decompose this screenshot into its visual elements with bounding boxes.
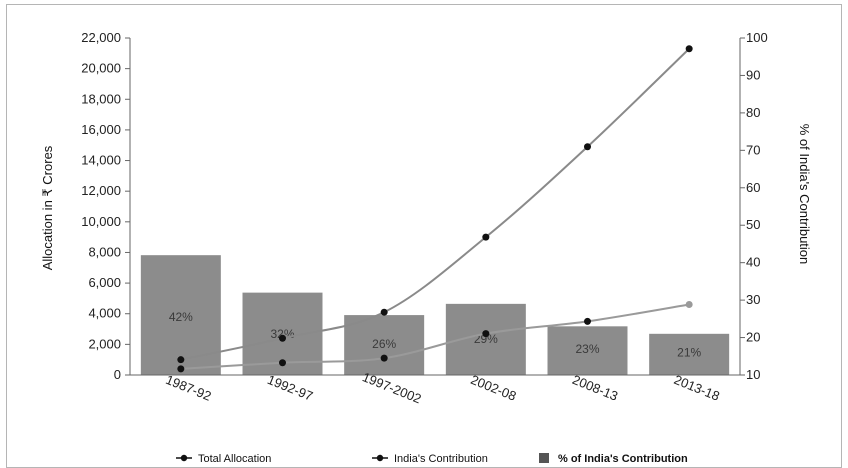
bar-label: 26% xyxy=(372,337,396,351)
legend: Total Allocation India's Contribution % … xyxy=(176,453,688,465)
legend-item-india-contribution[interactable]: India's Contribution xyxy=(372,453,488,465)
right-tick-label: 60 xyxy=(746,180,760,195)
india-contribution-point-2002-08 xyxy=(482,330,490,338)
left-tick-label: 12,000 xyxy=(81,183,121,198)
legend-item-total-allocation[interactable]: Total Allocation xyxy=(176,453,271,465)
india-contribution-point-2008-13 xyxy=(584,317,591,325)
bar-2008-13 xyxy=(547,326,628,375)
right-tick-label: 20 xyxy=(746,330,760,345)
bar-label: 42% xyxy=(169,310,193,324)
right-tick-label: 90 xyxy=(746,67,760,82)
category-label-1987-92: 1987-92 xyxy=(164,372,214,404)
total-allocation-point-2002-08 xyxy=(482,233,490,241)
india-contribution-point-1987-92 xyxy=(177,365,185,373)
lines-group xyxy=(177,45,693,373)
legend-label: % of India's Contribution xyxy=(558,453,688,465)
total-allocation-point-1997-2002 xyxy=(380,308,388,316)
total-allocation-point-2013-18 xyxy=(685,45,693,53)
left-tick-label: 20,000 xyxy=(81,61,121,76)
left-tick-label: 14,000 xyxy=(81,153,121,168)
legend-label: India's Contribution xyxy=(394,453,488,465)
bar-label: 21% xyxy=(677,345,701,359)
left-axis-title: Allocation in ₹ Crores xyxy=(40,145,55,270)
left-tick-label: 6,000 xyxy=(88,275,121,290)
category-label-1992-97: 1992-97 xyxy=(265,372,315,404)
india-contribution-point-1992-97 xyxy=(279,359,286,367)
right-tick-label: 70 xyxy=(746,142,760,157)
left-tick-label: 2,000 xyxy=(88,336,121,351)
india-contribution-point-1997-2002 xyxy=(380,354,388,362)
category-label-2013-18: 2013-18 xyxy=(672,372,722,404)
bar-label: 23% xyxy=(575,342,599,356)
left-tick-label: 8,000 xyxy=(88,244,121,259)
total-allocation-point-1992-97 xyxy=(279,334,286,342)
india-contribution-point-2013-18 xyxy=(685,301,693,309)
left-tick-label: 10,000 xyxy=(81,214,121,229)
total-allocation-point-2008-13 xyxy=(584,143,591,151)
category-label-2002-08: 2002-08 xyxy=(469,372,519,404)
right-axis-title: % of India's Contribution xyxy=(797,124,812,265)
bars-group: 42%32%26% 29%23% 21% xyxy=(140,255,730,375)
left-tick-label: 0 xyxy=(114,367,121,382)
left-tick-label: 16,000 xyxy=(81,122,121,137)
total-allocation-point-1987-92 xyxy=(177,356,185,364)
axes-group xyxy=(129,38,741,376)
bar-2013-18 xyxy=(649,333,730,375)
left-tick-label: 22,000 xyxy=(81,30,121,45)
left-tick-label: 18,000 xyxy=(81,91,121,106)
chart-frame xyxy=(6,4,842,468)
legend-square-icon xyxy=(539,453,549,463)
right-tick-label: 40 xyxy=(746,255,760,270)
right-tick-label: 80 xyxy=(746,105,760,120)
right-tick-label: 30 xyxy=(746,292,760,307)
bar-1997-2002 xyxy=(344,315,425,375)
legend-marker-icon xyxy=(376,454,384,462)
left-tick-label: 4,000 xyxy=(88,306,121,321)
right-tick-label: 10 xyxy=(746,367,760,382)
legend-marker-icon xyxy=(180,454,188,462)
legend-label: Total Allocation xyxy=(198,453,271,465)
right-tick-label: 100 xyxy=(746,30,768,45)
india-contribution-line xyxy=(180,303,690,370)
right-tick-label: 50 xyxy=(746,217,760,232)
total-allocation-line xyxy=(180,48,690,361)
category-label-2008-13: 2008-13 xyxy=(570,372,620,404)
legend-item-percent-contribution[interactable]: % of India's Contribution xyxy=(539,453,688,465)
